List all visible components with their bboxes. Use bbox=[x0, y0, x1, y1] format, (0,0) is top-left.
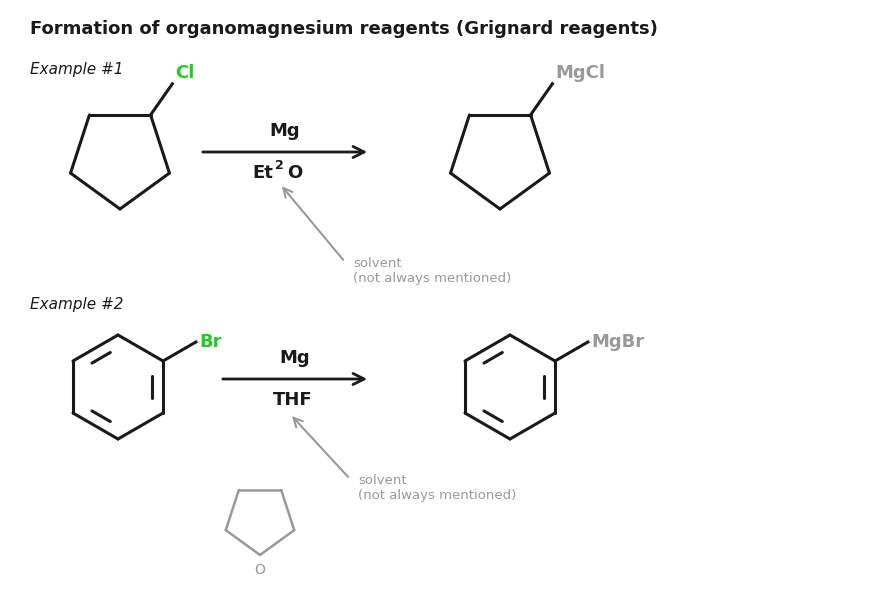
Text: Br: Br bbox=[199, 333, 222, 351]
Text: Formation of organomagnesium reagents (Grignard reagents): Formation of organomagnesium reagents (G… bbox=[30, 20, 658, 38]
Text: 2: 2 bbox=[275, 159, 284, 172]
Text: O: O bbox=[287, 164, 302, 182]
Text: Example #1: Example #1 bbox=[30, 62, 124, 77]
Text: THF: THF bbox=[273, 391, 313, 409]
Text: O: O bbox=[255, 563, 265, 577]
Text: Cl: Cl bbox=[175, 64, 194, 82]
Text: MgCl: MgCl bbox=[555, 64, 605, 82]
Text: solvent
(not always mentioned): solvent (not always mentioned) bbox=[358, 474, 516, 502]
Text: Example #2: Example #2 bbox=[30, 297, 124, 312]
Text: solvent
(not always mentioned): solvent (not always mentioned) bbox=[353, 257, 512, 285]
Text: Et: Et bbox=[252, 164, 273, 182]
Text: Mg: Mg bbox=[270, 122, 300, 140]
Text: MgBr: MgBr bbox=[591, 333, 644, 351]
Text: Mg: Mg bbox=[279, 349, 310, 367]
